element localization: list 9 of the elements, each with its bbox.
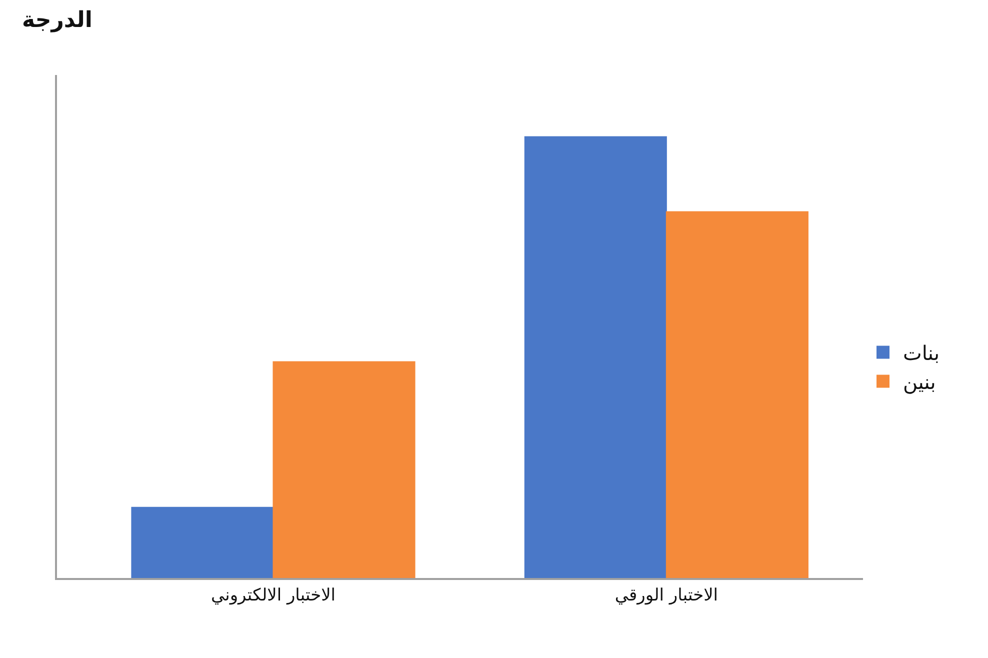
bar (131, 506, 274, 578)
legend-label: بنين (903, 370, 936, 394)
x-tick-label: الاختبار الالكتروني (210, 585, 336, 606)
y-axis-title: الدرجة (22, 8, 92, 33)
bar (666, 211, 808, 578)
legend-label: بنات (903, 341, 940, 366)
x-tick-label: الاختبار الورقي (614, 585, 718, 606)
bar (272, 361, 416, 578)
bar (524, 136, 667, 578)
